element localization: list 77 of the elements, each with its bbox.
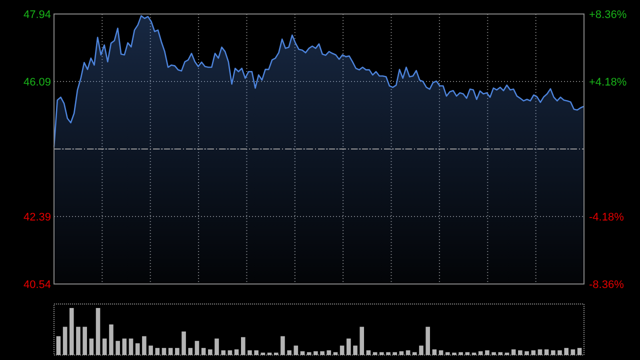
bar [426,326,430,355]
bar [155,348,160,355]
bar [148,346,153,355]
bar [280,336,285,355]
bar [56,336,61,355]
y2-tick-label: -8.36% [589,279,624,291]
bar [234,349,239,355]
bar [294,346,298,355]
bar [162,348,166,355]
bar [194,340,200,355]
bar [76,326,80,355]
bar [314,351,318,355]
bar [128,338,134,355]
bar [175,348,180,355]
bar [168,348,173,355]
bar [432,349,437,355]
bar [333,352,338,355]
bar [372,352,378,355]
bar [558,350,562,355]
bar [478,351,483,355]
bar [551,350,556,355]
y2-tick-label: -4.18% [589,212,624,224]
y-tick-label: 47.94 [23,9,51,21]
bar [188,348,193,355]
bar [570,349,576,355]
y-tick-label: 42.39 [23,212,51,224]
bar [346,338,351,355]
bar [201,348,206,355]
y-tick-label: 46.09 [23,76,51,88]
bar [182,332,186,355]
bar [82,326,87,355]
bar [241,337,246,355]
y-tick-label: 40.54 [23,279,51,291]
bar [89,338,94,355]
bar [458,352,463,355]
bar [102,338,107,355]
bar [538,349,542,355]
bar [62,326,68,355]
y2-tick-label: +8.36% [589,9,627,21]
bar [306,352,312,355]
y2-tick-label: +4.18% [589,76,627,88]
bar [412,352,417,355]
bar [392,352,397,355]
bar [498,352,503,355]
bar [248,350,252,355]
bar [511,349,516,355]
bar [492,352,496,355]
bar [221,350,226,355]
bar [122,338,127,355]
bar [70,308,74,355]
bar [208,349,212,355]
bar [577,348,582,355]
bar [340,346,344,355]
bar [485,350,490,355]
bar [531,350,536,355]
bar [109,324,114,355]
bar [419,346,424,355]
bar [142,336,146,355]
bar [254,350,258,355]
bar [214,338,219,355]
bar [380,352,384,355]
bar [300,351,305,355]
bar [524,351,529,355]
bar [360,326,364,355]
bar [518,350,522,355]
bar [320,351,324,355]
bar [544,349,549,355]
bar [386,352,390,355]
bar [135,343,140,355]
bar [353,346,358,355]
bar [399,351,404,355]
bar [116,340,120,355]
bar [445,352,450,355]
bar [465,352,470,355]
bar [96,308,100,355]
bar [564,348,568,355]
bar [287,350,292,355]
